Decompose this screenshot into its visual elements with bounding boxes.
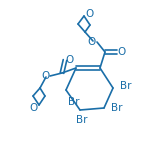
Text: Br: Br [120, 81, 132, 91]
Text: Br: Br [111, 103, 123, 113]
Text: O: O [85, 9, 93, 19]
Text: O: O [30, 103, 38, 113]
Text: O: O [88, 37, 96, 47]
Text: O: O [118, 47, 126, 57]
Text: Br: Br [68, 97, 80, 107]
Text: Br: Br [76, 115, 88, 125]
Text: O: O [41, 71, 49, 81]
Text: O: O [66, 55, 74, 65]
